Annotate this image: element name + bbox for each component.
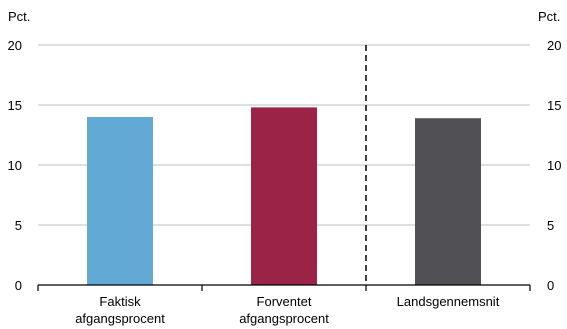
x-category-label: Forventet [257,294,312,309]
bar [415,118,481,285]
bar [251,107,317,286]
x-category-label: afgangsprocent [75,311,165,326]
y-tick-label-right: 20 [547,38,561,53]
y-tick-label-right: 10 [547,158,561,173]
bars [87,107,481,286]
y-tick-label-right: 0 [547,278,554,293]
y-tick-label-left: 0 [15,278,22,293]
y-tick-label-left: 15 [8,98,22,113]
right-y-tick-labels: 0 5 10 15 20 [547,38,561,293]
bar [87,117,153,285]
y-tick-label-right: 5 [547,218,554,233]
x-tick-marks [37,285,531,291]
x-category-label: Faktisk [99,294,141,309]
y-tick-label-left: 5 [15,218,22,233]
y-tick-label-left: 10 [8,158,22,173]
left-y-tick-labels: 0 5 10 15 20 [8,38,22,293]
y-tick-label-left: 20 [8,38,22,53]
x-category-label: Landsgennemsnit [397,294,500,309]
left-axis-unit: Pct. [8,9,30,24]
x-tick-labels: Faktisk afgangsprocent Forventet afgangspro… [75,294,500,326]
right-axis-unit: Pct. [538,9,560,24]
x-category-label: afgangsprocent [239,311,329,326]
y-tick-label-right: 15 [547,98,561,113]
